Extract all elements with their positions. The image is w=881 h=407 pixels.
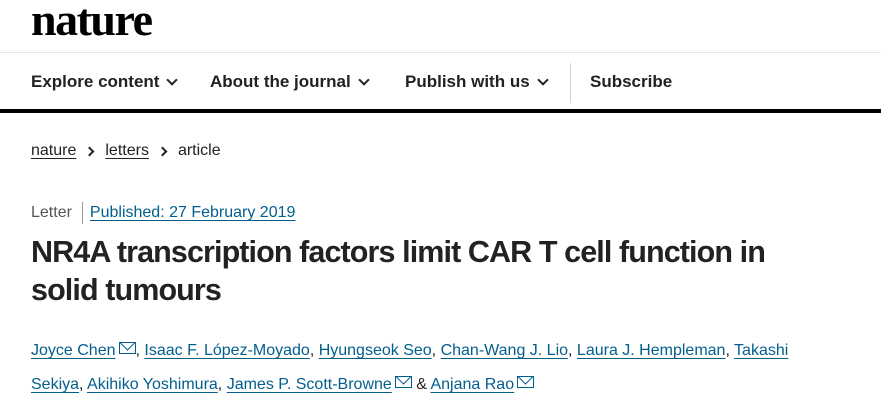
chevron-right-icon bbox=[157, 146, 168, 156]
author-link[interactable]: Joyce Chen bbox=[31, 342, 116, 359]
author-list: Joyce Chen, Isaac F. López-Moyado, Hyung… bbox=[31, 342, 789, 393]
nav-about-journal[interactable]: About the journal bbox=[210, 53, 370, 110]
nature-logo[interactable]: nature bbox=[31, 0, 153, 45]
author-link-takashi-first[interactable]: Takashi bbox=[734, 342, 789, 359]
nav-explore-label: Explore content bbox=[31, 71, 160, 91]
main-nav: Explore content About the journal Publis… bbox=[0, 52, 881, 113]
article-type: Letter bbox=[31, 204, 72, 221]
article-title: NR4A transcription factors limit CAR T c… bbox=[31, 233, 871, 309]
article-meta: Letter Published: 27 February 2019 bbox=[31, 202, 295, 224]
breadcrumb-nature[interactable]: nature bbox=[31, 142, 77, 159]
breadcrumb: nature letters article bbox=[31, 140, 221, 162]
author-link[interactable]: Laura J. Hempleman bbox=[576, 342, 726, 359]
nav-about-label: About the journal bbox=[210, 71, 351, 91]
mail-icon[interactable] bbox=[118, 342, 136, 354]
chevron-right-icon bbox=[84, 146, 95, 156]
nav-publish-label: Publish with us bbox=[405, 71, 530, 91]
chevron-down-icon bbox=[166, 73, 179, 86]
site-header: nature bbox=[0, 0, 881, 52]
mail-icon[interactable] bbox=[394, 376, 412, 388]
meta-divider bbox=[81, 202, 83, 224]
nav-subscribe-label: Subscribe bbox=[590, 71, 673, 91]
mail-icon[interactable] bbox=[517, 376, 535, 388]
chevron-down-icon bbox=[358, 73, 370, 86]
author-conjunction: & bbox=[416, 376, 427, 393]
breadcrumb-letters[interactable]: letters bbox=[105, 142, 149, 159]
nav-explore-content[interactable]: Explore content bbox=[31, 53, 179, 110]
author-link[interactable]: Hyungseok Seo bbox=[318, 342, 432, 359]
published-date-link[interactable]: Published: 27 February 2019 bbox=[89, 204, 296, 221]
breadcrumb-article: article bbox=[177, 142, 221, 159]
author-link[interactable]: Isaac F. López-Moyado bbox=[144, 342, 310, 359]
nav-publish-with-us[interactable]: Publish with us bbox=[405, 53, 549, 110]
chevron-down-icon bbox=[537, 73, 549, 86]
nav-subscribe[interactable]: Subscribe bbox=[590, 53, 672, 110]
author-link[interactable]: Chan-Wang J. Lio bbox=[440, 342, 569, 359]
nav-divider bbox=[570, 63, 571, 103]
author-link-takashi-last[interactable]: Sekiya bbox=[31, 376, 80, 393]
author-link[interactable]: James P. Scott-Browne bbox=[226, 376, 392, 393]
author-link[interactable]: Anjana Rao bbox=[430, 376, 515, 393]
article-title-line2: solid tumours bbox=[31, 273, 222, 307]
author-link[interactable]: Akihiko Yoshimura bbox=[87, 376, 218, 393]
article-title-line1: NR4A transcription factors limit CAR T c… bbox=[31, 235, 766, 269]
